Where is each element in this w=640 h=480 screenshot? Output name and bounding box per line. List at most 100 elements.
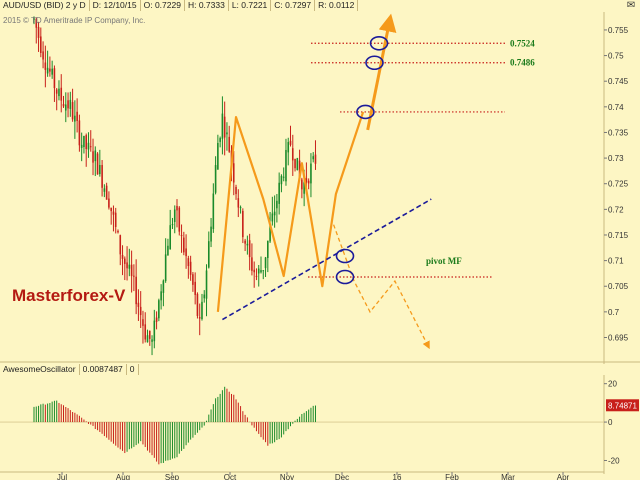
candle-down — [124, 258, 126, 264]
time-tick-label: Mar — [501, 473, 515, 480]
projection-up-arrow — [366, 13, 397, 131]
candle-down — [53, 68, 56, 89]
osc-tick-label: 0 — [608, 418, 613, 427]
time-tick-label: Aug — [116, 473, 130, 480]
candle-up — [51, 68, 53, 75]
candle-up — [58, 88, 60, 97]
price-tick-label: 0.695 — [608, 333, 629, 342]
candle-down — [223, 116, 226, 138]
high-value: H: 0.7333 — [185, 0, 229, 11]
candle-up — [94, 150, 97, 162]
low-value: L: 0.7221 — [229, 0, 272, 11]
time-tick-label: Oct — [224, 473, 237, 480]
candle-up — [171, 224, 174, 226]
candle-up — [173, 209, 176, 222]
candle-up — [273, 211, 276, 216]
candle-up — [257, 268, 260, 274]
candle-down — [108, 198, 110, 208]
candle-up — [287, 142, 290, 153]
candle-down — [67, 100, 69, 109]
price-tick-label: 0.72 — [608, 205, 624, 214]
candle-down — [301, 179, 303, 190]
candle-up — [267, 240, 269, 258]
candle-down — [142, 319, 144, 326]
oscillator-header: AwesomeOscillator 0.0087487 0 — [0, 364, 640, 375]
candle-up — [246, 243, 249, 246]
target-label-upper: 0.7524 — [510, 38, 535, 48]
candle-down — [89, 146, 92, 148]
candle-up — [262, 270, 265, 272]
candle-down — [307, 180, 310, 184]
candle-up — [212, 193, 215, 230]
candle-down — [119, 235, 122, 255]
candle-up — [271, 213, 274, 222]
osc-value-badge — [606, 399, 639, 412]
candle-down — [255, 275, 258, 277]
candle-down — [105, 185, 108, 200]
envelope-icon[interactable]: ✉ — [626, 0, 636, 11]
candle-up — [103, 188, 106, 192]
candle-up — [312, 156, 315, 160]
candle-down — [242, 210, 244, 238]
projection-down-path — [332, 224, 430, 350]
pivot-label: pivot MF — [426, 256, 462, 266]
candle-up — [80, 144, 83, 148]
price-tick-label: 0.75 — [608, 52, 624, 61]
candle-down — [248, 240, 251, 258]
candle-down — [78, 120, 81, 146]
price-tick-label: 0.715 — [608, 231, 629, 240]
level-circle — [356, 104, 375, 120]
range-value: R: 0.0112 — [315, 0, 359, 11]
candle-up — [33, 18, 35, 20]
candle-down — [192, 274, 194, 285]
candle-down — [194, 281, 196, 295]
candle-down — [298, 160, 301, 178]
candle-up — [160, 291, 162, 301]
candle-down — [92, 151, 94, 163]
candle-down — [228, 136, 231, 152]
time-tick-label: Feb — [445, 473, 459, 480]
candle-up — [69, 99, 72, 109]
candle-down — [40, 36, 42, 53]
symbol-label[interactable]: AUD/USD (BID) 2 y D — [0, 0, 90, 11]
candle-down — [198, 317, 201, 319]
time-tick-label: Jul — [57, 473, 67, 480]
candle-down — [126, 262, 128, 269]
candle-up — [87, 142, 90, 150]
candle-down — [185, 248, 187, 257]
price-tick-label: 0.735 — [608, 128, 629, 137]
candle-up — [303, 182, 305, 194]
candle-up — [46, 67, 49, 74]
candle-down — [114, 212, 117, 227]
support-trendline — [222, 198, 432, 321]
candle-up — [146, 335, 149, 343]
candle-up — [310, 163, 312, 184]
osc-tick-label: 20 — [608, 380, 617, 389]
candle-up — [221, 113, 224, 139]
candle-down — [96, 153, 99, 175]
candle-up — [83, 135, 85, 148]
oscillator-name[interactable]: AwesomeOscillator — [0, 364, 80, 375]
candle-down — [251, 257, 253, 271]
price-tick-label: 0.705 — [608, 282, 629, 291]
candle-up — [264, 257, 267, 269]
candle-down — [196, 293, 199, 316]
candle-up — [151, 339, 153, 342]
candle-up — [74, 115, 76, 122]
candle-up — [260, 270, 262, 273]
copyright-text: 2015 © TD Ameritrade IP Company, Inc. — [3, 16, 146, 25]
time-tick-label: Sep — [165, 473, 180, 480]
oscillator-value: 0.0087487 — [80, 364, 127, 375]
candle-up — [158, 300, 160, 319]
price-tick-label: 0.71 — [608, 257, 624, 266]
candle-down — [60, 87, 63, 101]
candle-up — [282, 176, 285, 178]
candle-up — [280, 175, 283, 185]
candle-down — [148, 330, 151, 339]
candle-up — [239, 207, 242, 209]
candle-down — [42, 51, 44, 60]
candle-down — [71, 102, 74, 120]
